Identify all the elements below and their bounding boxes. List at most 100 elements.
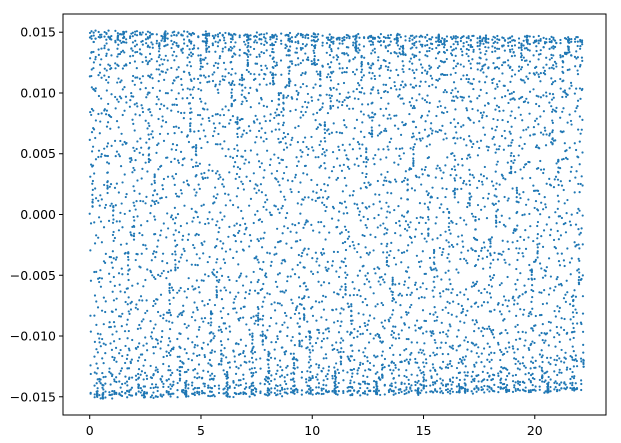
data-point	[229, 248, 232, 251]
data-point	[211, 42, 214, 45]
data-point	[424, 358, 428, 361]
data-point	[259, 382, 262, 385]
data-point	[417, 260, 421, 264]
data-point	[428, 143, 431, 146]
data-point	[109, 325, 112, 329]
data-point	[93, 393, 96, 396]
data-point	[153, 179, 156, 182]
data-point	[102, 362, 105, 365]
data-point	[366, 328, 369, 332]
data-point	[138, 77, 141, 80]
data-point	[312, 190, 315, 193]
data-point	[406, 210, 410, 213]
data-point	[362, 45, 366, 48]
data-point	[173, 206, 176, 209]
data-point	[436, 275, 439, 278]
data-point	[405, 293, 409, 296]
data-point	[288, 54, 291, 57]
data-point	[405, 311, 408, 314]
data-point	[256, 316, 260, 319]
data-point	[359, 256, 362, 259]
data-point	[103, 47, 106, 50]
data-point	[303, 196, 306, 199]
data-point	[185, 259, 188, 262]
data-point	[483, 246, 486, 249]
data-point	[436, 315, 439, 319]
data-point	[442, 46, 446, 49]
data-point	[344, 276, 347, 279]
data-point	[329, 97, 332, 100]
data-point	[305, 85, 308, 88]
data-point	[267, 366, 270, 369]
data-point	[175, 76, 178, 79]
data-point	[161, 70, 164, 73]
data-point	[380, 131, 383, 134]
data-point	[392, 369, 395, 372]
data-point	[92, 88, 96, 91]
data-point	[270, 303, 273, 306]
data-point	[137, 372, 140, 376]
data-point	[251, 381, 255, 384]
data-point	[159, 378, 162, 381]
data-point	[162, 104, 166, 107]
data-point	[253, 366, 256, 370]
data-point	[243, 355, 247, 358]
data-point	[307, 388, 311, 391]
data-point	[330, 37, 333, 40]
data-point	[332, 86, 335, 90]
data-point	[340, 202, 343, 205]
data-point	[415, 288, 419, 291]
data-point	[182, 181, 185, 184]
data-point	[336, 319, 339, 323]
data-point	[109, 383, 112, 386]
data-point	[215, 296, 218, 299]
data-point	[340, 132, 344, 135]
data-point	[318, 231, 321, 234]
data-point	[289, 391, 293, 394]
data-point	[151, 46, 154, 49]
data-point	[96, 306, 100, 309]
data-point	[470, 305, 473, 308]
data-point	[427, 215, 430, 219]
data-point	[486, 149, 490, 152]
data-point	[331, 264, 334, 267]
data-point	[247, 41, 250, 45]
data-point	[227, 109, 230, 112]
data-point	[179, 189, 183, 192]
data-point	[466, 157, 469, 160]
data-point	[497, 67, 501, 70]
data-point	[97, 149, 101, 152]
data-point	[448, 302, 451, 305]
data-point	[174, 253, 177, 256]
data-point	[146, 170, 149, 173]
data-point	[481, 257, 484, 260]
data-point	[344, 289, 347, 292]
data-point	[420, 71, 424, 74]
data-point	[496, 65, 499, 69]
data-point	[402, 215, 406, 218]
data-point	[248, 395, 251, 398]
data-point	[425, 330, 428, 333]
data-point	[163, 78, 166, 81]
data-point	[89, 222, 93, 225]
data-point	[307, 37, 310, 40]
data-point	[111, 290, 114, 293]
data-point	[281, 346, 284, 349]
data-point	[238, 126, 241, 129]
data-point	[460, 234, 464, 237]
data-point	[425, 50, 429, 53]
data-point	[215, 275, 218, 279]
data-point	[309, 392, 312, 395]
data-point	[276, 302, 279, 305]
data-point	[243, 40, 246, 43]
data-point	[323, 128, 326, 131]
data-point	[490, 358, 493, 361]
data-point	[301, 33, 304, 36]
data-point	[235, 195, 238, 198]
data-point	[425, 101, 428, 104]
data-point	[448, 378, 452, 381]
data-point	[491, 276, 494, 279]
data-point	[223, 36, 226, 39]
data-point	[214, 143, 218, 146]
data-point	[343, 225, 347, 228]
